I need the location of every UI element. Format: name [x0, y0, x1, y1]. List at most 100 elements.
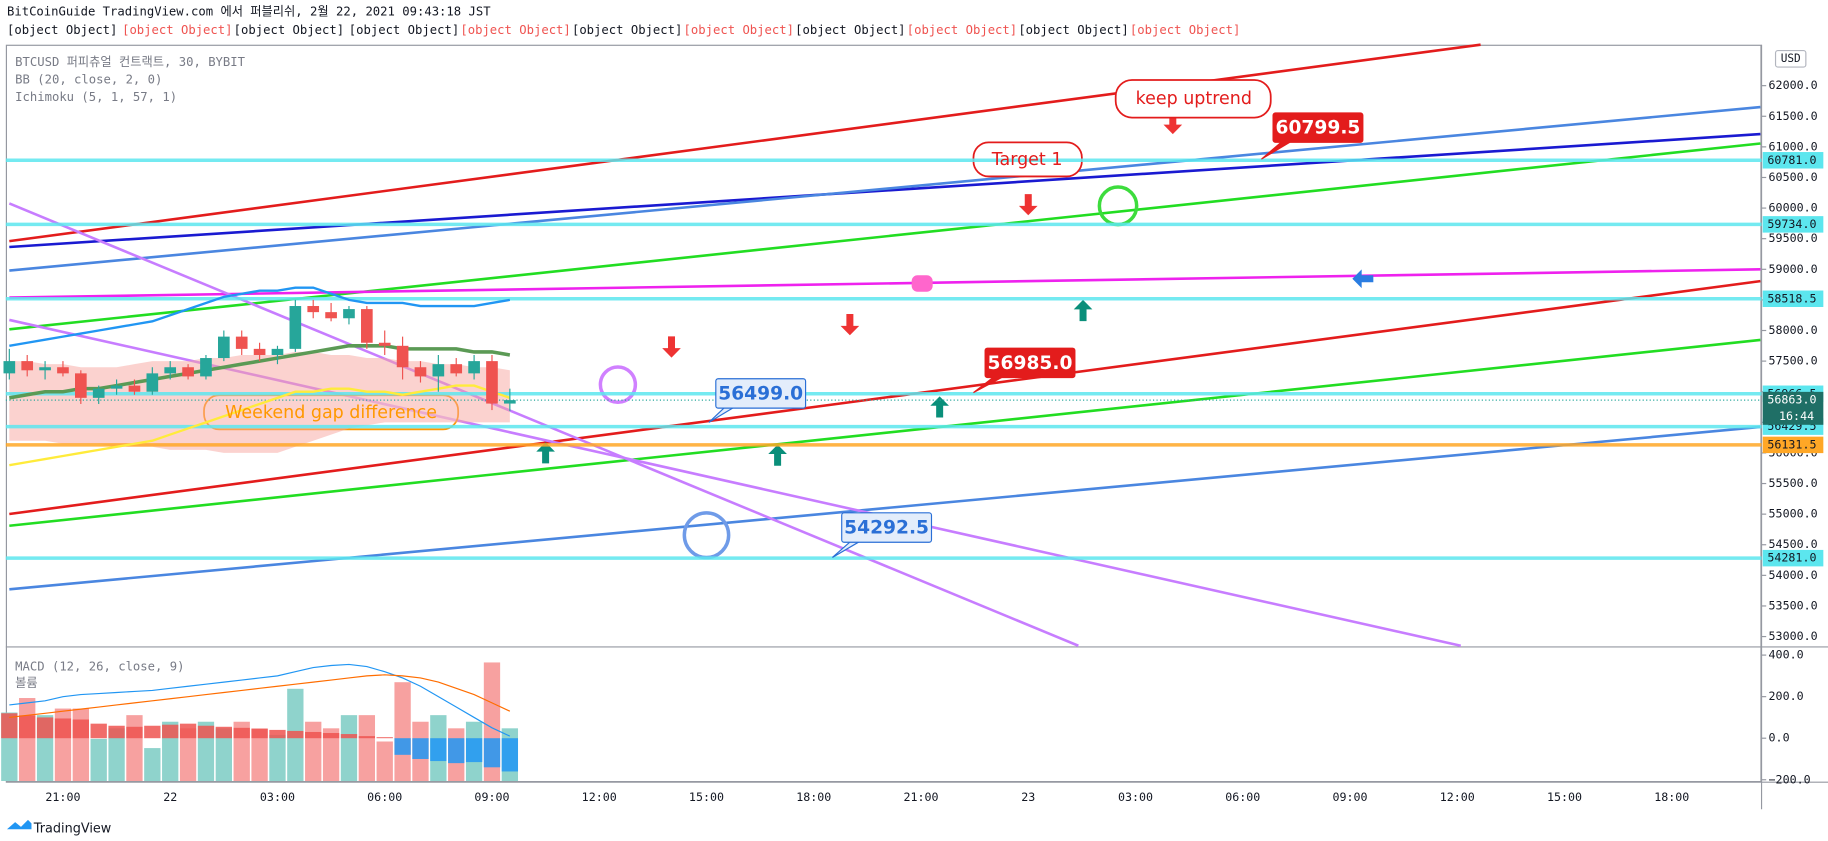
legend: BB (20, close, 2, 0)	[15, 72, 162, 86]
callout-box	[715, 378, 807, 409]
candle-body	[396, 345, 409, 368]
macd-histogram	[501, 738, 519, 772]
trend-line	[9, 338, 1761, 528]
y-tick-label: 58000.0	[1769, 323, 1818, 337]
y-tick-label: 57500.0	[1769, 354, 1818, 368]
arrow-up	[930, 396, 949, 418]
x-tick-label: 09:00	[474, 790, 509, 804]
x-tick-label: 12:00	[1440, 790, 1475, 804]
callout-pointer	[708, 406, 735, 423]
macd-histogram	[72, 719, 89, 739]
x-tick-label: 18:00	[1654, 790, 1689, 804]
candle-body	[432, 364, 445, 377]
price-label: 58518.5	[1767, 291, 1816, 305]
y-tick-label: 55000.0	[1769, 507, 1818, 521]
candle-body	[110, 385, 123, 389]
note-text: Target 1	[991, 150, 1063, 170]
y-tick-label: 60000.0	[1769, 201, 1818, 215]
quote-part: [object Object]	[122, 23, 232, 37]
y-tick-label: 400.0	[1769, 648, 1804, 662]
y-tick-label: 61000.0	[1769, 139, 1818, 153]
price-label-box	[1762, 216, 1824, 233]
x-tick-label: 18:00	[796, 790, 831, 804]
macd-histogram	[448, 738, 465, 764]
macd-histogram	[162, 724, 179, 739]
trend-line	[9, 43, 1481, 243]
legend: Ichimoku (5, 1, 57, 1)	[15, 90, 177, 104]
y-tick-label: 59000.0	[1769, 262, 1818, 276]
quote-part: [object Object]	[349, 23, 459, 37]
y-tick-label: 59500.0	[1769, 231, 1818, 245]
candle-body	[450, 364, 463, 374]
y-tick-label: 55500.0	[1769, 476, 1818, 490]
price-label: 59734.0	[1767, 217, 1816, 231]
macd-histogram	[287, 730, 304, 739]
volume-bar	[394, 682, 411, 782]
x-tick-label: 15:00	[1547, 790, 1582, 804]
y-tick-label: 54500.0	[1769, 537, 1818, 551]
last-price-label: 56863.0	[1767, 393, 1816, 407]
candle-body	[486, 361, 498, 404]
candle-body	[325, 312, 337, 319]
macd-histogram	[412, 738, 429, 759]
candle-body	[3, 361, 16, 374]
volume-bar	[19, 698, 36, 782]
x-tick-label: 09:00	[1332, 790, 1367, 804]
candle-body	[128, 385, 141, 392]
macd-histogram	[305, 731, 322, 739]
candle-body	[218, 336, 230, 359]
legend: BTCUSD 퍼피츄얼 컨트랙트, 30, BYBIT	[15, 55, 245, 69]
legend: MACD (12, 26, close, 9)	[15, 659, 184, 673]
candle-body	[182, 367, 194, 377]
macd-histogram	[322, 733, 340, 739]
volume-bar	[108, 728, 125, 782]
macd-histogram	[36, 717, 54, 739]
price-label-box	[1762, 290, 1824, 308]
candle-body	[289, 306, 302, 349]
candle-body	[146, 373, 159, 392]
arrow-up	[1073, 299, 1093, 322]
quote-part: [object Object]	[460, 23, 570, 37]
x-tick-label: 15:00	[689, 790, 724, 804]
currency: USD	[1781, 52, 1801, 65]
volume-bar	[179, 728, 197, 782]
macd-histogram	[179, 723, 197, 739]
currency-box	[1774, 49, 1807, 68]
candle-body	[235, 336, 248, 349]
price-label-box	[1762, 152, 1824, 169]
x-tick-label: 03:00	[1118, 790, 1153, 804]
macd-line	[9, 663, 511, 737]
macd-histogram	[340, 734, 358, 739]
quote-part: [object Object]	[1130, 23, 1240, 37]
macd-histogram	[465, 738, 483, 763]
y-tick-label: 53000.0	[1769, 629, 1818, 643]
candle-body	[307, 306, 320, 313]
bb-upper	[9, 286, 511, 347]
y-tick-label: 62000.0	[1769, 78, 1818, 92]
volume-bar	[305, 721, 322, 782]
countdown: 16:44	[1779, 409, 1814, 423]
candle-body	[414, 367, 427, 377]
note-text: keep uptrend	[1136, 89, 1252, 109]
macd-histogram	[1, 713, 18, 739]
y-tick-label: 61500.0	[1769, 109, 1818, 123]
arrow-down	[840, 314, 860, 336]
callout-label: 54292.5	[844, 518, 929, 539]
volume-bar	[126, 715, 143, 782]
candle-body	[343, 309, 355, 319]
macd-histogram	[483, 738, 501, 768]
y-tick-label: 60500.0	[1769, 170, 1818, 184]
quote-part: [object Object]	[7, 23, 117, 37]
x-tick-label: 22	[163, 790, 177, 804]
candle-body	[271, 348, 284, 355]
x-tick-label: 03:00	[260, 790, 295, 804]
candle-body	[378, 342, 391, 346]
candle-body	[504, 400, 516, 404]
trend-line	[9, 425, 1761, 591]
candle-body	[21, 361, 34, 371]
price-label-box	[1762, 549, 1824, 567]
price-label-box	[1762, 436, 1824, 454]
macd-histogram	[376, 737, 393, 739]
macd-histogram	[269, 729, 286, 739]
